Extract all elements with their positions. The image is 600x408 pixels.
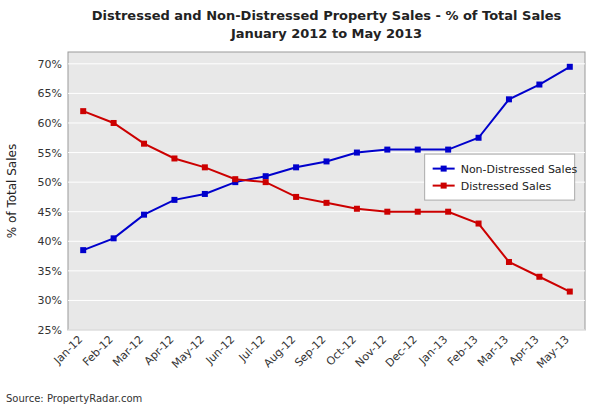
marker (324, 200, 330, 206)
title: Distressed and Non-Distressed Property S… (92, 8, 562, 23)
marker (141, 212, 147, 218)
x-tick-label: May-13 (534, 333, 572, 371)
grid-line (68, 270, 585, 271)
marker (232, 176, 238, 182)
marker (202, 164, 208, 170)
marker (354, 206, 360, 212)
grid-line (68, 300, 585, 301)
x-tick-label: Dec-12 (383, 333, 420, 370)
y-tick-label: 45% (38, 206, 62, 219)
marker (141, 141, 147, 147)
y-tick-label: 60% (38, 117, 62, 130)
marker (476, 135, 482, 141)
marker (111, 235, 117, 241)
grid-line (68, 63, 585, 64)
marker (293, 194, 299, 200)
x-tick-label: Feb-13 (445, 333, 481, 369)
y-tick-label: 50% (38, 176, 62, 189)
marker (171, 197, 177, 203)
grid-line (68, 241, 585, 242)
marker (111, 120, 117, 126)
legend: Non-Distressed Sales Distressed Sales (425, 154, 578, 200)
x-tick-label: Mar-12 (110, 333, 146, 369)
marker (354, 150, 360, 156)
grid-line (68, 330, 585, 331)
y-axis-label: % of Total Sales (5, 144, 19, 238)
x-tick-label: Mar-13 (475, 333, 511, 369)
x-tick-label: Jan-13 (416, 333, 451, 368)
marker (506, 96, 512, 102)
legend-marker (441, 166, 447, 172)
x-tick-label: Sep-12 (292, 333, 329, 370)
marker (263, 179, 269, 185)
marker (536, 82, 542, 88)
y-tick-label: 70% (38, 58, 62, 71)
marker (384, 209, 390, 215)
legend-entry: Non-Distressed Sales (461, 163, 578, 176)
x-tick-label: Feb-12 (80, 333, 116, 369)
legend-box (425, 154, 575, 200)
marker (415, 209, 421, 215)
series-group (80, 64, 573, 295)
y-tick-label: 35% (38, 265, 62, 278)
marker (536, 274, 542, 280)
marker (293, 164, 299, 170)
subtitle: January 2012 to May 2013 (230, 26, 422, 41)
marker (80, 247, 86, 253)
marker (415, 147, 421, 153)
marker (567, 64, 573, 70)
y-tick-label: 65% (38, 87, 62, 100)
legend-marker (441, 183, 447, 189)
y-tick-label: 25% (38, 324, 62, 337)
marker (445, 209, 451, 215)
x-tick-label: Nov-12 (353, 333, 390, 370)
marker (384, 147, 390, 153)
grid-line (68, 93, 585, 94)
x-tick-label: Jun-12 (203, 333, 238, 368)
marker (80, 108, 86, 114)
marker (445, 147, 451, 153)
marker (171, 155, 177, 161)
marker (202, 191, 208, 197)
plot-area (68, 52, 585, 330)
line (83, 111, 570, 291)
y-tick-label: 30% (38, 294, 62, 307)
grid-line (68, 122, 585, 123)
y-tick-label: 40% (38, 235, 62, 248)
grid-line (68, 152, 585, 153)
marker (324, 158, 330, 164)
chart: Distressed and Non-Distressed Property S… (0, 0, 600, 408)
y-tick-label: 55% (38, 147, 62, 160)
legend-entry: Distressed Sales (461, 180, 552, 193)
source: Source: PropertyRadar.com (6, 393, 142, 404)
marker (567, 289, 573, 295)
marker (263, 173, 269, 179)
x-tick-label: Jan-12 (51, 333, 86, 368)
marker (506, 259, 512, 265)
x-tick-label: May-12 (169, 333, 207, 371)
marker (476, 221, 482, 227)
x-tick-label: Aug-12 (261, 333, 298, 370)
